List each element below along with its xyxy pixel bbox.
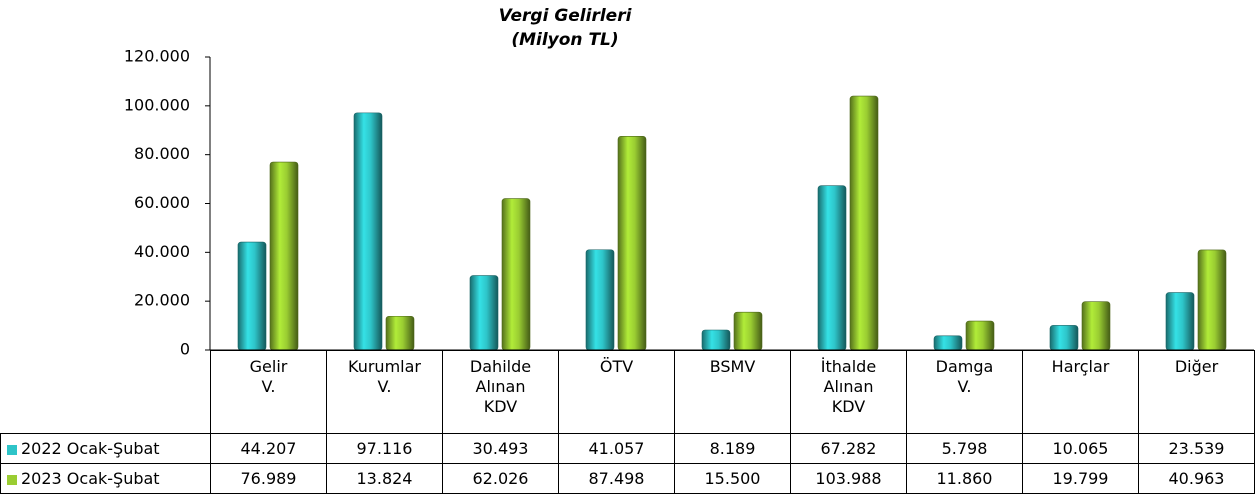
y-tick-label: 120.000 bbox=[124, 47, 190, 66]
bar bbox=[585, 249, 615, 351]
x-tick-label: Dahilde Alınan KDV bbox=[442, 350, 559, 434]
y-tick-label: 100.000 bbox=[124, 95, 190, 114]
value-label: 41.057 bbox=[558, 433, 675, 464]
value-label: 67.282 bbox=[790, 433, 907, 464]
value-label: 11.860 bbox=[906, 463, 1023, 494]
legend-cell: 2023 Ocak-Şubat bbox=[0, 463, 211, 494]
chart-subtitle: (Milyon TL) bbox=[511, 30, 618, 50]
x-tick-label: Kurumlar V. bbox=[326, 350, 443, 434]
y-tick-label: 20.000 bbox=[134, 291, 190, 310]
table-header-row: Gelir V. Kurumlar V. Dahilde Alınan KDV ÖTV… bbox=[1, 350, 1255, 434]
y-tick-label: 80.000 bbox=[134, 144, 190, 163]
value-label: 40.963 bbox=[1138, 463, 1255, 494]
bar bbox=[469, 275, 499, 351]
x-tick-label: Damga V. bbox=[906, 350, 1023, 434]
legend-swatch bbox=[7, 474, 17, 485]
table-row: 2023 Ocak-Şubat 76.989 13.824 62.026 87.498 1… bbox=[0, 463, 1255, 494]
bar bbox=[269, 161, 299, 351]
value-label: 97.116 bbox=[326, 433, 443, 464]
bar bbox=[237, 241, 267, 351]
bar bbox=[501, 198, 531, 351]
x-tick-label: Harçlar bbox=[1022, 350, 1139, 434]
bar bbox=[733, 311, 763, 351]
x-tick-label: İthalde Alınan KDV bbox=[790, 350, 907, 434]
value-label: 8.189 bbox=[674, 433, 791, 464]
value-label: 23.539 bbox=[1138, 433, 1255, 464]
legend-label: 2023 Ocak-Şubat bbox=[21, 469, 160, 488]
bar bbox=[1081, 301, 1111, 351]
value-label: 30.493 bbox=[442, 433, 559, 464]
value-label: 103.988 bbox=[790, 463, 907, 494]
chart-title: Vergi Gelirleri bbox=[499, 6, 633, 26]
y-tick-label: 0 bbox=[180, 340, 190, 359]
x-tick-label: Gelir V. bbox=[210, 350, 327, 434]
value-label: 19.799 bbox=[1022, 463, 1139, 494]
legend-label: 2022 Ocak-Şubat bbox=[21, 439, 160, 458]
value-label: 10.065 bbox=[1022, 433, 1139, 464]
table-corner bbox=[1, 351, 211, 434]
x-tick-label: BSMV bbox=[674, 350, 791, 434]
bar bbox=[701, 329, 731, 351]
value-label: 44.207 bbox=[210, 433, 327, 464]
bar bbox=[817, 185, 847, 351]
legend-swatch bbox=[7, 444, 17, 455]
value-label: 15.500 bbox=[674, 463, 791, 494]
bar bbox=[933, 335, 963, 351]
value-label: 76.989 bbox=[210, 463, 327, 494]
bar bbox=[1165, 292, 1195, 351]
legend-cell: 2022 Ocak-Şubat bbox=[0, 433, 211, 464]
bar bbox=[1049, 325, 1079, 351]
bar bbox=[965, 320, 995, 351]
value-label: 62.026 bbox=[442, 463, 559, 494]
value-label: 5.798 bbox=[906, 433, 1023, 464]
table-row: 2022 Ocak-Şubat 44.207 97.116 30.493 41.057 8… bbox=[0, 433, 1255, 464]
bar bbox=[1197, 249, 1227, 351]
value-label: 13.824 bbox=[326, 463, 443, 494]
y-tick-label: 60.000 bbox=[134, 193, 190, 212]
bar bbox=[385, 315, 415, 351]
value-label: 87.498 bbox=[558, 463, 675, 494]
data-table: Gelir V. Kurumlar V. Dahilde Alınan KDV ÖTV… bbox=[0, 350, 1255, 494]
bar bbox=[849, 95, 879, 351]
bar bbox=[617, 136, 647, 351]
x-tick-label: ÖTV bbox=[558, 350, 675, 434]
bar bbox=[353, 112, 383, 351]
y-tick-label: 40.000 bbox=[134, 242, 190, 261]
x-tick-label: Diğer bbox=[1138, 350, 1255, 434]
